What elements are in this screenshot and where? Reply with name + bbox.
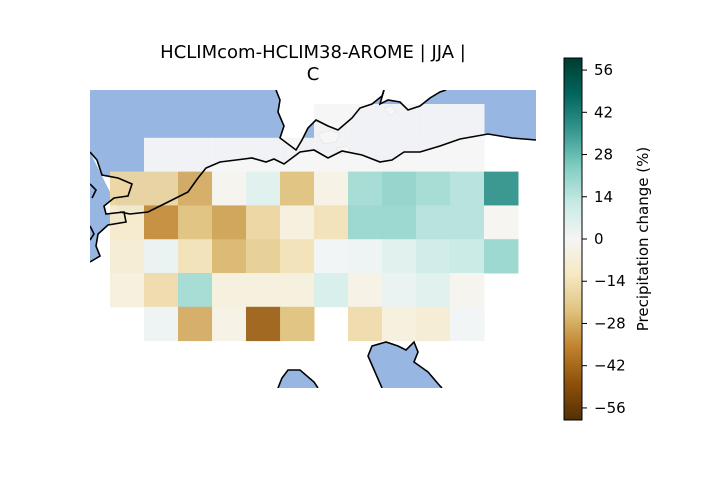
heatmap-cell: [416, 104, 451, 139]
heatmap-cell: [416, 239, 451, 274]
heatmap-cell: [348, 205, 383, 240]
heatmap-cell: [110, 239, 145, 274]
heatmap-cell: [484, 171, 519, 206]
heatmap-cell: [178, 205, 213, 240]
heatmap-cell: [280, 239, 315, 274]
heatmap-cell: [382, 273, 417, 308]
heatmap-cell: [450, 104, 485, 139]
heatmap-cell: [348, 273, 383, 308]
colorbar-tick-label: 42: [594, 103, 613, 121]
map-panel: [90, 90, 536, 388]
colorbar-tick-label: −42: [594, 357, 626, 375]
heatmap-cell: [314, 205, 349, 240]
heatmap-cell: [416, 205, 451, 240]
heatmap-cell: [212, 239, 247, 274]
heatmap-cell: [246, 137, 281, 173]
heatmap-cell: [314, 137, 349, 173]
heatmap-cell: [212, 205, 247, 240]
heatmap-cell: [178, 137, 213, 173]
colorbar-tick-label: 28: [594, 146, 613, 164]
heatmap-cell: [416, 273, 451, 308]
heatmap-cell: [212, 273, 247, 308]
map-title-line2: C: [307, 64, 320, 85]
heatmap-cell: [212, 306, 247, 342]
heatmap-cell: [178, 239, 213, 274]
colorbar-tick-label: −56: [594, 399, 626, 417]
colorbar-tick-label: 14: [594, 188, 613, 206]
heatmap-cell: [144, 306, 179, 342]
heatmap-cell: [314, 171, 349, 206]
heatmap-cell: [416, 171, 451, 206]
heatmap-cell: [144, 273, 179, 308]
heatmap-cell: [144, 137, 179, 173]
heatmap-cell: [348, 306, 383, 342]
sweden-land: [380, 90, 446, 110]
heatmap-cell: [450, 239, 485, 274]
heatmap-cell: [382, 205, 417, 240]
colorbar-tick-label: 0: [594, 230, 604, 248]
heatmap-cell: [246, 205, 281, 240]
heatmap-cell: [450, 273, 485, 308]
heatmap-cell: [212, 171, 247, 206]
colorbar-ticks: 56 42 28 14 0 −14 −28 −42 −56: [582, 61, 626, 417]
heatmap-cell: [144, 171, 179, 206]
coastlines: [90, 90, 536, 388]
heatmap-cell: [110, 205, 145, 240]
heatmap-cell: [178, 306, 213, 342]
colorbar: 56 42 28 14 0 −14 −28 −42 −56 Precipitation chan…: [563, 57, 652, 421]
heatmap-cell: [484, 205, 519, 240]
heatmap-cell: [314, 239, 349, 274]
heatmap-cell: [246, 306, 281, 342]
heatmap-cell: [144, 239, 179, 274]
heatmap-cell: [450, 171, 485, 206]
heatmap-cell: [484, 239, 519, 274]
colorbar-tick-label: 56: [594, 61, 613, 79]
heatmap-cell: [450, 137, 485, 173]
heatmap-cell: [246, 239, 281, 274]
heatmap-cell: [280, 171, 315, 206]
heatmap-cell: [178, 171, 213, 206]
heatmap-cell: [450, 306, 485, 342]
heatmap-cell: [280, 205, 315, 240]
map-title-line1: HCLIMcom-HCLIM38-AROME | JJA |: [160, 42, 466, 63]
heatmap-cell: [178, 273, 213, 308]
heatmap-cell: [382, 171, 417, 206]
heatmap-cell: [348, 171, 383, 206]
colorbar-tick-label: −28: [594, 314, 626, 332]
heatmap-cell: [450, 205, 485, 240]
colorbar-label: Precipitation change (%): [634, 147, 652, 331]
heatmap-cell: [246, 171, 281, 206]
heatmap-cell: [314, 273, 349, 308]
heatmap-cell: [348, 137, 383, 173]
heatmap-cell: [416, 137, 451, 173]
heatmap-cell: [416, 306, 451, 342]
colorbar-gradient: [563, 57, 583, 421]
colorbar-tick-label: −14: [594, 272, 626, 290]
heatmap-cell: [348, 239, 383, 274]
heatmap-cell: [348, 104, 383, 139]
heatmap-cell: [382, 306, 417, 342]
heatmap-cell: [280, 273, 315, 308]
heatmap-cell: [280, 306, 315, 342]
heatmap-cell: [212, 137, 247, 173]
heatmap-cell: [110, 273, 145, 308]
heatmap-cell: [382, 239, 417, 274]
heatmap-cell: [246, 273, 281, 308]
